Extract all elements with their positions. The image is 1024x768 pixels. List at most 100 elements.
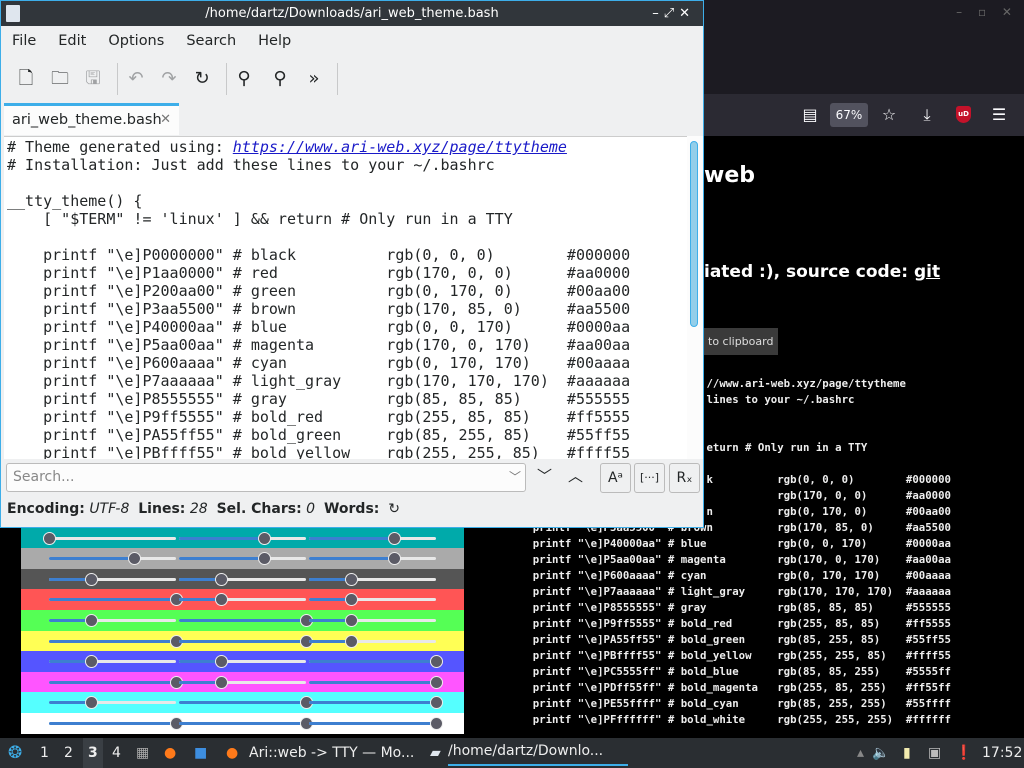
blue-slider[interactable] (309, 593, 436, 607)
slider-knob[interactable] (215, 675, 229, 689)
search-input[interactable] (6, 463, 526, 492)
slider-knob[interactable] (257, 552, 271, 566)
menu-edit[interactable]: Edit (58, 33, 87, 49)
reload-icon[interactable]: ↻ (194, 68, 210, 89)
workspace-3[interactable]: 3 (83, 738, 103, 768)
theme-link[interactable]: https://www.ari-web.xyz/page/ttytheme (232, 138, 567, 156)
slider-knob[interactable] (85, 696, 99, 710)
green-slider[interactable] (179, 675, 306, 689)
chevron-down-icon[interactable]: ﹀ (509, 470, 522, 484)
red-slider[interactable] (49, 552, 176, 566)
menu-options[interactable]: Options (108, 33, 165, 49)
blue-slider[interactable] (309, 531, 436, 545)
scrollbar-handle[interactable] (690, 141, 698, 327)
reader-view-icon[interactable]: ▤ (802, 105, 818, 124)
menu-search[interactable]: Search (186, 33, 237, 49)
volume-icon[interactable]: 🔈 (872, 745, 890, 761)
blue-slider[interactable] (309, 675, 443, 689)
undo-icon[interactable]: ↶ (128, 68, 144, 89)
green-slider[interactable] (179, 634, 313, 648)
slider-knob[interactable] (43, 531, 56, 545)
more-icon[interactable]: » (308, 68, 320, 89)
slider-knob[interactable] (215, 655, 229, 669)
save-icon[interactable]: 🖫 (85, 68, 101, 89)
slider-knob[interactable] (430, 655, 443, 669)
menu-help[interactable]: Help (258, 33, 292, 49)
green-slider[interactable] (179, 655, 306, 669)
menu-file[interactable]: File (12, 33, 37, 49)
file-manager-icon[interactable]: ▦ (136, 745, 150, 761)
menu-icon[interactable]: ☰ (991, 105, 1007, 124)
blue-slider[interactable] (309, 572, 436, 586)
green-slider[interactable] (179, 531, 306, 545)
red-slider[interactable] (49, 613, 176, 627)
clock[interactable]: 17:52 (982, 745, 1023, 761)
slider-knob[interactable] (215, 593, 229, 607)
slider-knob[interactable] (345, 593, 359, 607)
slider-knob[interactable] (85, 613, 99, 627)
slider-knob[interactable] (430, 696, 443, 710)
copy-to-clipboard-button[interactable]: to clipboard (700, 328, 778, 355)
green-slider[interactable] (179, 696, 313, 710)
clipboard-icon[interactable]: ▮ (903, 745, 911, 761)
slider-knob[interactable] (387, 531, 401, 545)
desktop-icon[interactable]: ■ (194, 745, 208, 761)
green-slider[interactable] (179, 572, 306, 586)
redo-icon[interactable]: ↷ (161, 68, 177, 89)
blue-slider[interactable] (309, 634, 436, 648)
zoom-level-badge[interactable]: 67% (830, 103, 868, 127)
green-slider[interactable] (179, 593, 306, 607)
blue-slider[interactable] (309, 696, 443, 710)
whole-word-button[interactable]: [···] (634, 463, 665, 493)
find-icon[interactable]: ⚲ (237, 68, 251, 89)
network-icon[interactable]: ▣ (928, 745, 942, 761)
browser-window-controls[interactable]: – ▫ ✕ (956, 5, 1018, 19)
green-slider[interactable] (179, 552, 306, 566)
slider-knob[interactable] (85, 655, 99, 669)
blue-slider[interactable] (309, 552, 436, 566)
theme-link[interactable]: //www.ari-web.xyz/page/ttytheme (706, 377, 906, 390)
window-controls[interactable]: –⤢✕ (652, 6, 695, 21)
slider-knob[interactable] (127, 552, 141, 566)
slider-knob[interactable] (345, 613, 359, 627)
red-slider[interactable] (49, 716, 183, 730)
slider-knob[interactable] (430, 675, 443, 689)
red-slider[interactable] (49, 593, 183, 607)
red-slider[interactable] (49, 696, 176, 710)
find-next-icon[interactable]: ﹀ (537, 467, 553, 485)
blue-slider[interactable] (309, 613, 436, 627)
slider-knob[interactable] (430, 716, 443, 730)
slider-knob[interactable] (257, 531, 271, 545)
task-firefox[interactable]: Ari::web -> TTY — Mo... (249, 745, 415, 761)
bookmark-star-icon[interactable]: ☆ (881, 105, 897, 124)
blue-slider[interactable] (309, 716, 443, 730)
git-link[interactable]: git (913, 262, 941, 282)
workspace-2[interactable]: 2 (64, 745, 73, 761)
new-file-icon[interactable]: 🗋 (18, 68, 34, 89)
green-slider[interactable] (179, 716, 313, 730)
ublock-icon[interactable]: uD (956, 106, 971, 123)
slider-knob[interactable] (345, 634, 359, 648)
tab-ari-web-theme[interactable]: ari_web_theme.bash ✕ (4, 103, 179, 135)
slider-knob[interactable] (85, 572, 99, 586)
red-slider[interactable] (49, 634, 183, 648)
blue-slider[interactable] (309, 655, 443, 669)
slider-knob[interactable] (345, 572, 359, 586)
red-slider[interactable] (43, 531, 176, 545)
workspace-1[interactable]: 1 (40, 745, 49, 761)
match-case-button[interactable]: Aᵃ (600, 463, 631, 493)
notification-icon[interactable]: ❗ (955, 745, 973, 761)
regex-button[interactable]: Rₓ (669, 463, 700, 493)
red-slider[interactable] (49, 675, 183, 689)
slider-knob[interactable] (215, 572, 229, 586)
slider-knob[interactable] (387, 552, 401, 566)
find-previous-icon[interactable]: ︿ (568, 467, 584, 485)
find-replace-icon[interactable]: ⚲ (273, 68, 287, 89)
red-slider[interactable] (49, 655, 176, 669)
task-editor[interactable]: /home/dartz/Downlo... (448, 738, 628, 766)
green-slider[interactable] (179, 613, 313, 627)
open-folder-icon[interactable]: 🗀 (51, 68, 69, 89)
text-editor[interactable]: # Theme generated using: https://www.ari… (4, 136, 687, 459)
red-slider[interactable] (49, 572, 176, 586)
workspace-4[interactable]: 4 (112, 745, 121, 761)
